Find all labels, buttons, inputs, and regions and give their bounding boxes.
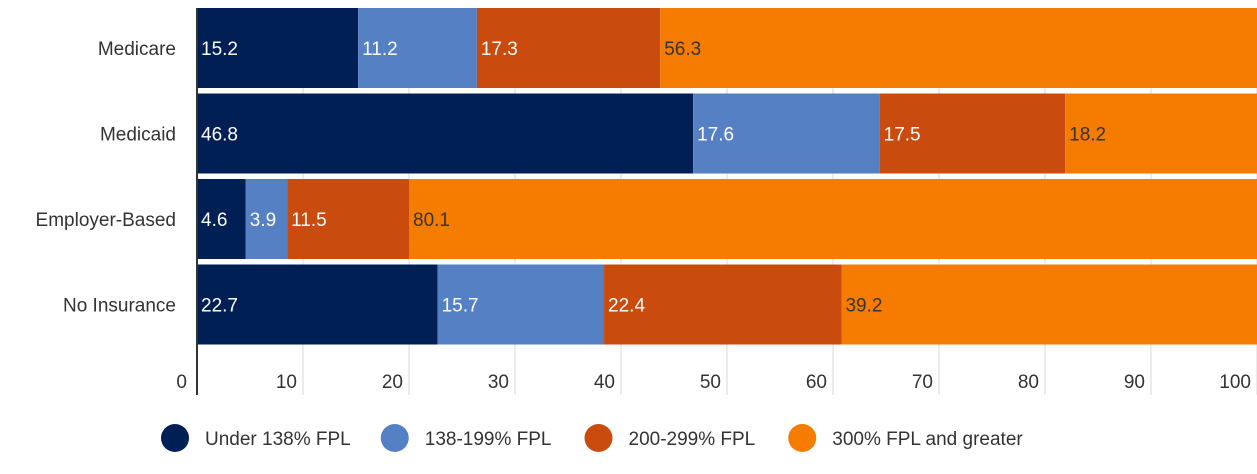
bar-segment (245, 179, 288, 259)
bar-segment (358, 8, 477, 88)
x-tick-label: 90 (1124, 372, 1145, 393)
data-label: 17.3 (481, 39, 518, 60)
x-tick-label: 50 (700, 372, 721, 393)
data-label: 22.7 (201, 296, 238, 317)
legend: Under 138% FPL 138-199% FPL 200-299% FPL 30… (161, 424, 1023, 452)
data-label: 80.1 (413, 210, 450, 231)
data-label: 4.6 (201, 210, 227, 231)
bar-segment (197, 8, 359, 88)
legend-swatch (788, 424, 817, 452)
legend-swatch (380, 424, 409, 452)
data-label: 56.3 (664, 39, 701, 60)
bar-segment (841, 264, 1257, 345)
x-tick-label: 10 (276, 372, 297, 393)
x-tick-label: 30 (488, 372, 509, 393)
legend-label: 138-199% FPL (425, 429, 552, 450)
data-label: 15.2 (201, 39, 238, 60)
data-labels: 15.2 11.2 17.3 56.3 46.8 17.6 17.5 18.2 4.6 3.9 11… (201, 39, 1106, 317)
bar-segment (197, 93, 694, 174)
data-label: 17.5 (884, 125, 921, 146)
legend-label: 200-299% FPL (629, 429, 756, 450)
x-tick-label: 40 (594, 372, 615, 393)
bar-segment (693, 93, 880, 174)
data-label: 15.7 (442, 296, 479, 317)
legend-swatch (584, 424, 613, 452)
bar-segment (197, 264, 438, 345)
bar-segment (287, 179, 409, 259)
legend-label: Under 138% FPL (205, 429, 351, 450)
legend-swatch (161, 424, 189, 452)
category-label: Employer-Based (36, 210, 176, 231)
bar-segment (660, 8, 1257, 88)
data-label: 39.2 (845, 296, 882, 317)
bar-segment (409, 179, 1257, 259)
x-tick-label: 20 (382, 372, 403, 393)
bars (197, 8, 1257, 345)
data-label: 11.5 (291, 210, 327, 231)
x-tick-label: 60 (806, 372, 827, 393)
data-label: 18.2 (1069, 125, 1106, 146)
bar-segment (1065, 93, 1257, 174)
x-tick-label: 70 (912, 372, 933, 393)
x-tick-label: 0 (176, 372, 187, 393)
x-tick-label: 80 (1018, 372, 1039, 393)
bar-segment (879, 93, 1066, 174)
data-label: 11.2 (362, 39, 398, 60)
bar-segment (476, 8, 661, 88)
legend-label: 300% FPL and greater (832, 429, 1023, 450)
x-axis-ticks: 0 10 20 30 40 50 60 70 80 90 100 (176, 372, 1251, 393)
bar-segment (197, 179, 246, 259)
x-tick-label: 100 (1219, 372, 1251, 393)
category-label: Medicaid (100, 125, 176, 146)
data-label: 17.6 (697, 125, 734, 146)
data-label: 22.4 (608, 296, 645, 317)
data-label: 46.8 (201, 125, 238, 146)
bar-segment (437, 264, 605, 345)
bar-segment (604, 264, 842, 345)
category-label: No Insurance (63, 296, 176, 317)
category-labels: Medicare Medicaid Employer-Based No Insuran… (36, 39, 176, 317)
category-label: Medicare (98, 39, 176, 60)
data-label: 3.9 (250, 210, 276, 231)
